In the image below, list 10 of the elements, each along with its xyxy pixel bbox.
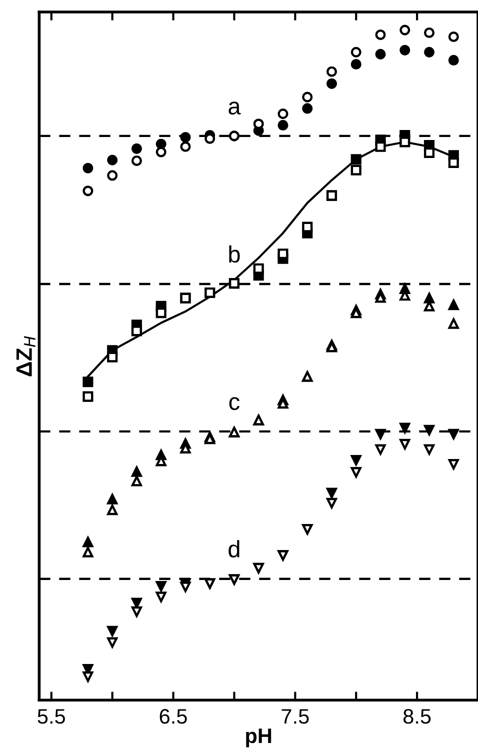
annotation: b bbox=[229, 245, 240, 263]
y-axis-title: ΔZ$_{H}$ bbox=[16, 336, 36, 376]
x-tick-label: 7.5 bbox=[282, 709, 309, 724]
x-tick-label: 8.5 bbox=[403, 709, 431, 724]
x-axis-title: pH bbox=[246, 728, 272, 748]
annotation: a bbox=[228, 102, 241, 115]
annotation: d bbox=[228, 540, 240, 558]
x-tick-label: 5.5 bbox=[38, 709, 65, 724]
annotation: c bbox=[229, 397, 240, 410]
x-tick-label: 6.5 bbox=[160, 709, 187, 724]
